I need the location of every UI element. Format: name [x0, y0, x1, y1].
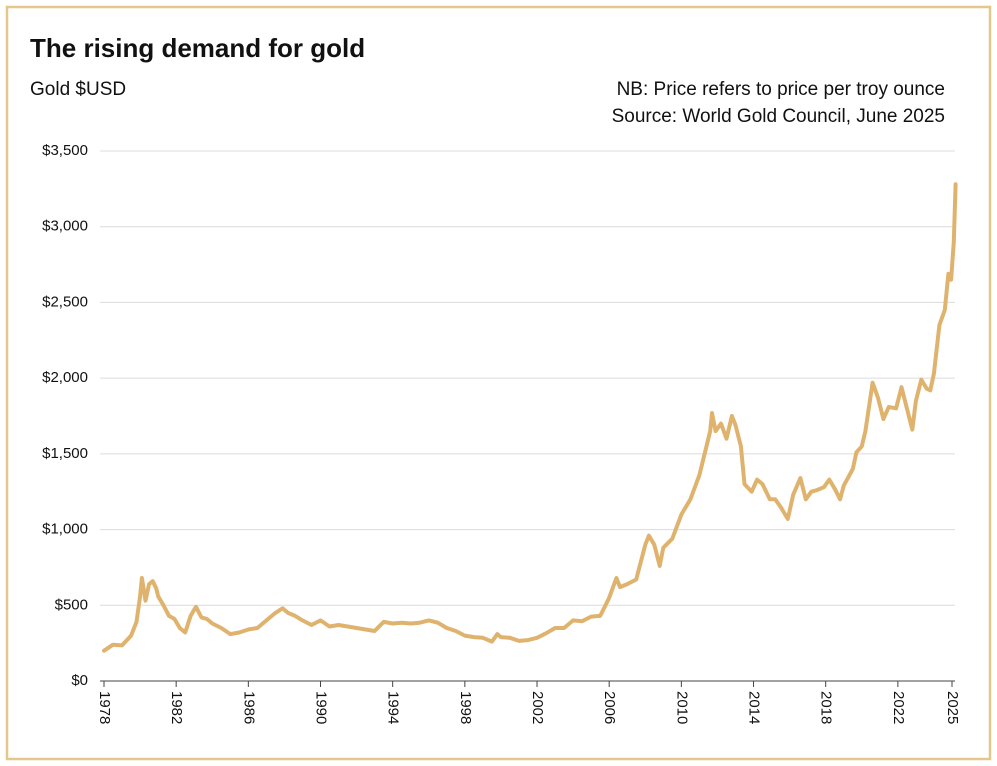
y-tick-label: $500 [55, 596, 88, 613]
x-tick-label: 1994 [385, 691, 402, 724]
x-tick-label: 2025 [944, 691, 961, 724]
x-tick-label: 1978 [96, 691, 113, 724]
y-tick-label: $2,000 [42, 369, 88, 386]
x-tick-label: 1998 [457, 691, 474, 724]
x-tick-label: 2006 [601, 691, 618, 724]
frame [5, 5, 992, 761]
y-tick-label: $3,500 [42, 142, 88, 159]
x-tick-label: 1986 [240, 691, 257, 724]
x-tick-label: 2010 [673, 691, 690, 724]
x-tick-label: 1990 [313, 691, 330, 724]
x-tick-label: 2018 [818, 691, 835, 724]
note: NB: Price refers to price per troy ounce [617, 79, 945, 100]
y-tick-label: $1,000 [42, 521, 88, 538]
x-tick-label: 1982 [168, 691, 185, 724]
y-tick-label: $2,500 [42, 293, 88, 310]
chart-title: The rising demand for gold [30, 33, 365, 63]
y-tick-label: $1,500 [42, 445, 88, 462]
x-tick-label: 2022 [890, 691, 907, 724]
x-tick-label: 2002 [529, 691, 546, 724]
line [102, 182, 958, 653]
y-tick-label: $3,000 [42, 218, 88, 235]
y-axis-label: Gold $USD [30, 79, 126, 100]
note: Source: World Gold Council, June 2025 [612, 106, 945, 127]
x-tick-label: 2014 [746, 691, 763, 724]
y-tick-label: $0 [71, 672, 88, 689]
